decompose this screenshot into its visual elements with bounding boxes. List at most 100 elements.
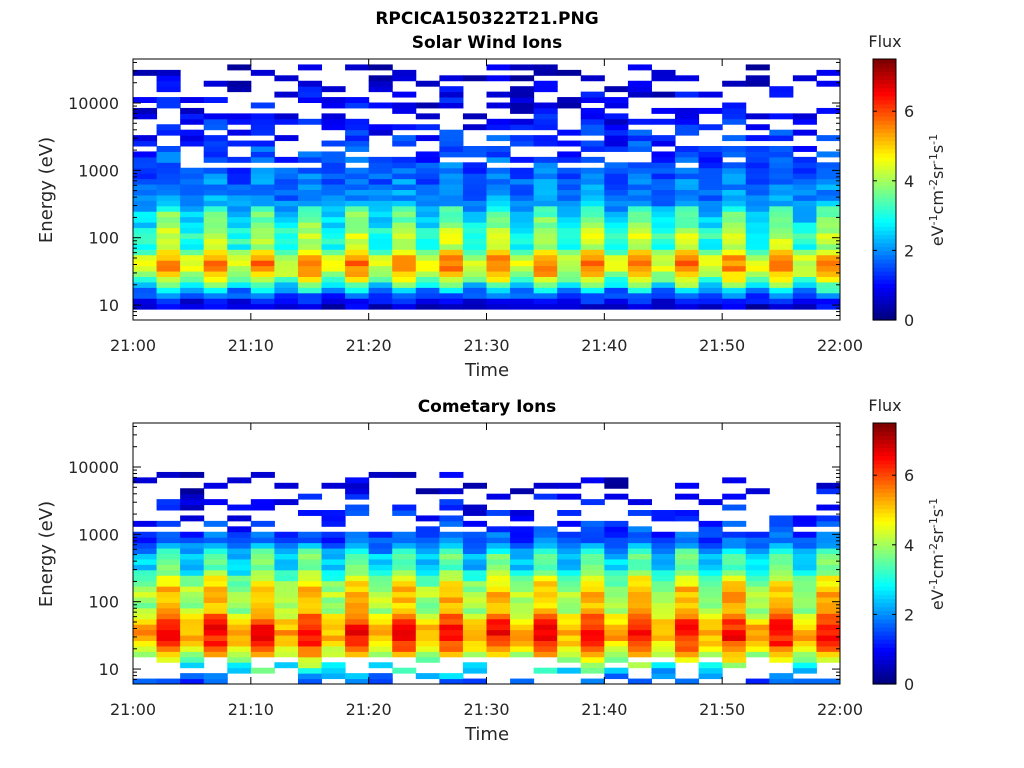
heatmap-cell <box>203 281 228 288</box>
heatmap-cell <box>627 499 652 506</box>
heatmap-cell <box>274 553 299 560</box>
heatmap-cell <box>510 564 535 571</box>
heatmap-cell <box>557 553 582 560</box>
heatmap-cell <box>486 287 511 294</box>
heatmap-cell <box>745 200 770 207</box>
heatmap-cell <box>675 558 700 565</box>
heatmap-cell <box>203 167 228 174</box>
heatmap-cell <box>745 542 770 549</box>
heatmap-cell <box>392 667 417 674</box>
heatmap-cell <box>745 135 770 142</box>
heatmap-cell <box>698 249 723 256</box>
heatmap-cell <box>297 564 323 571</box>
heatmap-cell <box>486 569 511 576</box>
heatmap-cell <box>297 205 323 212</box>
heatmap-cell <box>392 173 417 180</box>
heatmap-cell <box>722 243 747 250</box>
heatmap-cell <box>557 178 582 185</box>
heatmap-cell <box>227 662 252 669</box>
heatmap-cell <box>439 504 464 511</box>
heatmap-cell <box>486 493 511 500</box>
heatmap-cell <box>557 260 582 267</box>
heatmap-cell <box>580 607 605 614</box>
heatmap-cell <box>439 249 464 256</box>
heatmap-cell <box>297 227 323 234</box>
heatmap-cell <box>580 303 605 310</box>
heatmap-cell <box>792 645 817 652</box>
heatmap-cell <box>769 526 794 533</box>
heatmap-cell <box>250 558 275 565</box>
heatmap-cell <box>533 86 558 93</box>
heatmap-cell <box>345 281 370 288</box>
heatmap-cell <box>250 129 275 136</box>
heatmap-cell <box>510 281 535 288</box>
heatmap-cell <box>651 645 676 652</box>
heatmap-cell <box>462 287 487 294</box>
heatmap-cell <box>486 292 511 299</box>
heatmap-cell <box>345 493 370 500</box>
heatmap-cell <box>250 613 275 620</box>
heatmap-cell <box>769 146 794 152</box>
heatmap-cell <box>227 597 252 603</box>
heatmap-cell <box>769 558 794 565</box>
heatmap-cell <box>675 173 700 180</box>
heatmap-cell <box>274 254 299 261</box>
heatmap-cell <box>274 216 299 223</box>
heatmap-cell <box>510 624 535 631</box>
colorbar-swatch <box>873 311 896 317</box>
colorbar-swatch <box>873 299 896 305</box>
heatmap-cell <box>133 227 158 234</box>
heatmap-cell <box>533 194 558 201</box>
heatmap-cell <box>627 558 652 565</box>
heatmap-cell <box>462 303 487 310</box>
colorbar-swatch <box>873 480 896 485</box>
heatmap-cell <box>769 113 794 120</box>
heatmap-cell <box>769 613 794 620</box>
heatmap-cell <box>792 298 817 305</box>
heatmap-cell <box>510 607 535 614</box>
heatmap-cell <box>368 618 393 625</box>
heatmap-cell <box>321 303 346 310</box>
heatmap-cell <box>627 575 652 582</box>
heatmap-cell <box>156 80 181 87</box>
colorbar-swatch <box>873 598 896 604</box>
heatmap-cell <box>250 254 275 261</box>
heatmap-cell <box>345 542 370 549</box>
heatmap-cell <box>439 222 464 229</box>
heatmap-cell <box>156 238 181 245</box>
heatmap-cell <box>533 564 558 571</box>
heatmap-cell <box>792 558 817 565</box>
heatmap-cell <box>133 205 158 212</box>
heatmap-cell <box>392 569 417 576</box>
heatmap-cell <box>156 222 181 229</box>
heatmap-cell <box>415 151 440 158</box>
heatmap-cell <box>227 140 252 147</box>
heatmap-cell <box>392 178 417 185</box>
heatmap-cell <box>203 97 228 103</box>
heatmap-cell <box>651 211 676 218</box>
heatmap-cell <box>462 146 487 152</box>
heatmap-cell <box>250 146 275 152</box>
heatmap-cell <box>203 205 228 212</box>
colorbar-swatch <box>873 83 896 89</box>
heatmap-cell <box>675 656 700 663</box>
heatmap-cell <box>250 211 275 218</box>
heatmap-cell <box>533 613 558 620</box>
heatmap-cell <box>345 553 370 560</box>
heatmap-cell <box>156 520 181 527</box>
heatmap-cell <box>816 635 841 641</box>
heatmap-cell <box>274 531 299 538</box>
heatmap-cell <box>297 238 323 245</box>
heatmap-cell <box>156 537 181 544</box>
heatmap-cell <box>722 135 747 142</box>
heatmap-cell <box>203 624 228 631</box>
heatmap-cell <box>627 249 652 256</box>
heatmap-cell <box>203 227 228 234</box>
heatmap-cell <box>745 64 770 71</box>
heatmap-cell <box>698 298 723 305</box>
heatmap-cell <box>769 607 794 614</box>
heatmap-cell <box>297 292 323 299</box>
heatmap-cell <box>557 167 582 174</box>
heatmap-cell <box>462 151 487 158</box>
heatmap-cell <box>368 303 393 310</box>
